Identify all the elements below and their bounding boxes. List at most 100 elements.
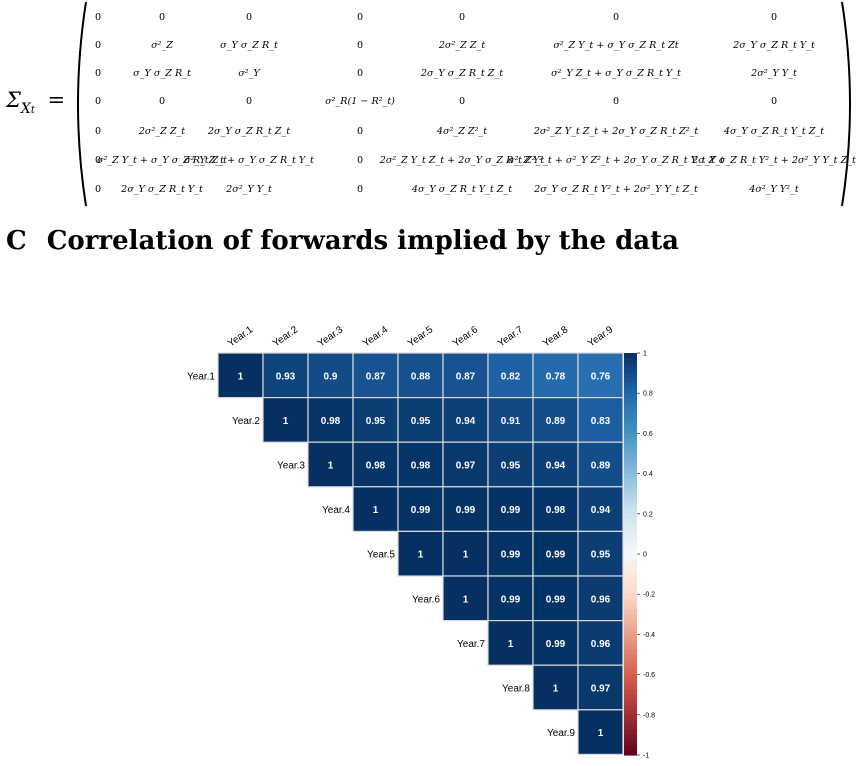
matrix-lhs: ΣXt = — [6, 88, 66, 117]
sigma-subscript: Xt — [21, 101, 35, 117]
row-label-3: Year.3 — [277, 461, 305, 472]
cell-value-r3-c3: 1 — [328, 461, 334, 472]
colorbar-segment-73 — [624, 714, 637, 721]
colorbar-segment-26 — [624, 478, 637, 485]
colorbar-segment-20 — [624, 448, 637, 455]
matrix-cell-r6-c7: 2σ_Y σ_Z R_t Y²_t + 2σ²_Y Y_t Z_t — [692, 155, 856, 166]
colorbar-segment-69 — [624, 694, 637, 701]
cell-value-r4-c4: 1 — [373, 505, 379, 516]
section-number: C — [6, 226, 27, 256]
colorbar-segment-61 — [624, 654, 637, 661]
cell-value-r6-c9: 0.96 — [591, 594, 611, 605]
cell-value-r1-c2: 0.93 — [276, 371, 296, 382]
subscript-x: X — [20, 101, 31, 117]
matrix-cell-r6-c6: σ²_Z Y²_t + σ²_Y Z²_t + 2σ_Y σ_Z R_t Y_t… — [508, 155, 724, 166]
heatmap-cell-r8-c9 — [577, 664, 624, 711]
heatmap-cell-r9-c9 — [577, 709, 624, 755]
cell-value-r3-c9: 0.89 — [591, 461, 611, 472]
cell-value-r1-c7: 0.82 — [501, 371, 521, 382]
cell-value-r5-c6: 1 — [463, 550, 469, 561]
colorbar-segment-23 — [624, 463, 637, 470]
heatmap-cell-r1-c1 — [217, 352, 264, 399]
colorbar-segment-66 — [624, 679, 637, 686]
cell-value-r6-c6: 1 — [463, 594, 469, 605]
colorbar-segment-58 — [624, 639, 637, 646]
colorbar-tick-label-9: -0.6 — [643, 672, 655, 679]
colorbar-segment-52 — [624, 609, 637, 615]
colorbar-segment-34 — [624, 518, 637, 525]
cell-value-r6-c8: 0.99 — [546, 594, 566, 605]
colorbar-segment-75 — [624, 724, 637, 731]
matrix-cell-r7-c1: 0 — [94, 184, 102, 195]
colorbar-segment-18 — [624, 438, 637, 445]
heatmap-cell-r4-c5 — [397, 486, 444, 533]
row-label-4: Year.4 — [322, 505, 350, 516]
colorbar-segment-3 — [624, 363, 637, 369]
colorbar-segment-22 — [624, 458, 637, 465]
matrix-cell-r3-c5: 2σ_Y σ_Z R_t Z_t — [420, 68, 504, 79]
matrix-cell-r4-c1: 0 — [94, 96, 102, 107]
colorbar-segment-68 — [624, 689, 637, 696]
heatmap-cell-r7-c8 — [532, 620, 579, 666]
heatmap-cell-r5-c5 — [397, 530, 444, 577]
cell-value-r7-c7: 1 — [508, 639, 514, 650]
matrix-cell-r5-c2: 2σ²_Z Z_t — [138, 126, 186, 137]
equals-sign: = — [47, 88, 66, 112]
matrix-cell-r6-c5: 2σ²_Z Y_t Z_t + 2σ_Y σ_Z R_t Z²_t — [379, 155, 545, 166]
matrix-cell-r1-c7: 0 — [770, 12, 778, 23]
colorbar-segment-51 — [624, 604, 637, 610]
colorbar-tick-label-4: 0.4 — [643, 471, 653, 478]
cell-value-r1-c9: 0.76 — [591, 371, 611, 382]
cell-value-r2-c4: 0.95 — [366, 416, 386, 427]
cell-value-r1-c3: 0.9 — [324, 371, 338, 382]
cell-value-r4-c5: 0.99 — [411, 505, 431, 516]
matrix-cell-r6-c1: 0 — [94, 155, 102, 166]
colorbar-segment-25 — [624, 473, 637, 480]
cell-value-r5-c5: 1 — [418, 550, 424, 561]
colorbar-segment-48 — [624, 589, 637, 595]
matrix-cell-r7-c7: 4σ²_Y Y²_t — [749, 184, 799, 195]
colorbar-segment-80 — [624, 749, 637, 756]
heatmap-cell-r3-c6 — [442, 441, 489, 488]
colorbar-segment-31 — [624, 503, 637, 510]
cell-value-r5-c7: 0.99 — [501, 550, 521, 561]
heatmap-cell-r3-c4 — [352, 441, 399, 488]
colorbar-segment-10 — [624, 398, 637, 404]
colorbar-segment-17 — [624, 433, 637, 440]
matrix-cell-r7-c3: 2σ²_Y Y_t — [226, 184, 272, 195]
matrix-cell-r2-c3: σ_Y σ_Z R_t — [220, 40, 278, 51]
matrix-cell-r6-c3: σ²_Y Z_t + σ_Y σ_Z R_t Y_t — [184, 155, 314, 166]
colorbar-segment-64 — [624, 669, 637, 676]
colorbar-tick-label-11: -1 — [643, 753, 649, 760]
heatmap-cell-r5-c8 — [532, 530, 579, 577]
colorbar-tick-label-5: 0.2 — [643, 511, 653, 518]
colorbar-segment-67 — [624, 684, 637, 691]
colorbar-segment-36 — [624, 528, 637, 535]
heatmap-cell-r5-c9 — [577, 530, 624, 577]
colorbar-segment-8 — [624, 388, 637, 394]
matrix-cell-r6-c4: 0 — [356, 155, 364, 166]
colorbar-segment-56 — [624, 629, 637, 635]
matrix-cell-r3-c1: 0 — [94, 68, 102, 79]
colorbar-segment-47 — [624, 584, 637, 590]
colorbar-segment-6 — [624, 378, 637, 384]
column-label-4: Year.4 — [361, 324, 391, 349]
colorbar-segment-13 — [624, 413, 637, 419]
cell-value-r6-c7: 0.99 — [501, 594, 521, 605]
matrix-cell-r2-c6: σ²_Z Y_t + σ_Y σ_Z R_t Zt — [553, 40, 679, 51]
heatmap-cell-r1-c8 — [532, 352, 579, 399]
colorbar-tick-label-8: -0.4 — [643, 632, 655, 639]
colorbar-segment-12 — [624, 408, 637, 414]
colorbar-segment-38 — [624, 538, 637, 545]
matrix-cell-r3-c3: σ²_Y — [238, 68, 260, 79]
colorbar-segment-45 — [624, 574, 637, 580]
matrix-cell-r4-c3: 0 — [245, 96, 253, 107]
colorbar-segment-35 — [624, 523, 637, 530]
cell-value-r1-c1: 1 — [238, 371, 244, 382]
column-label-2: Year.2 — [271, 324, 301, 349]
colorbar-segment-43 — [624, 564, 637, 570]
correlation-heatmap: Year.1 Year.2 Year.3 Year.4 Year.5 Year.6 Year… — [187, 324, 655, 760]
matrix-cell-r6-c2: σ²_Z Y_t + σ_Y σ_Z R_t Z_t — [96, 155, 228, 166]
heatmap-cell-r7-c7 — [487, 620, 534, 666]
covariance-matrix-equation: ΣXt = 0 0 0 0 0 0 0 0 σ²_Z σ_Y σ_Z R_t 0 2σ²_Z Z_t σ… — [0, 0, 864, 210]
